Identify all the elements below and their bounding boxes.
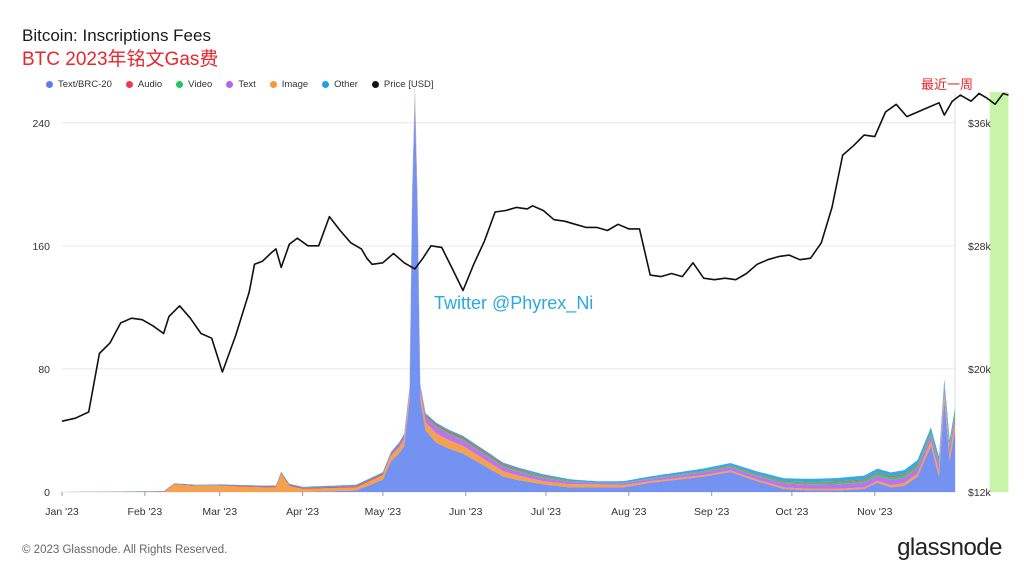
area-video <box>62 88 955 493</box>
chart-legend: Text/BRC-20 Audio Video Text Image Other… <box>46 79 434 90</box>
legend-item-text-brc20[interactable]: Text/BRC-20 <box>46 79 112 90</box>
chart-subtitle: BTC 2023年铭文Gas费 <box>22 49 219 70</box>
legend-dot-audio <box>125 81 133 88</box>
x-tick-label-7: Aug '23 <box>611 506 646 518</box>
area-audio <box>62 86 955 493</box>
x-tick-label-1: Feb '23 <box>128 506 163 518</box>
price-line <box>61 92 1009 422</box>
y-left-tick-2: 160 <box>32 241 50 253</box>
legend-dot-text <box>226 81 234 88</box>
legend-label-other: Other <box>334 79 358 90</box>
legend-item-video[interactable]: Video <box>176 79 212 90</box>
legend-item-image[interactable]: Image <box>269 79 309 90</box>
legend-label-image: Image <box>281 79 309 90</box>
area-text <box>62 89 955 492</box>
x-tick-label-3: Apr '23 <box>286 506 319 518</box>
x-tick-label-9: Oct '23 <box>775 506 808 518</box>
y-left-tick-1: 80 <box>38 364 50 376</box>
legend-dot-other <box>322 81 330 88</box>
x-tick-label-0: Jan '23 <box>45 506 79 518</box>
recent-week-annotation: 最近一周 <box>921 77 974 92</box>
chart-title: Bitcoin: Inscriptions Fees <box>22 26 211 45</box>
y-right-tick-1: $20k <box>968 364 992 376</box>
legend-label-audio: Audio <box>137 79 163 90</box>
legend-dot-price <box>371 81 379 88</box>
y-right-tick-0: $12k <box>968 487 992 499</box>
x-tick-label-6: Jul '23 <box>531 506 561 518</box>
legend-item-audio[interactable]: Audio <box>125 79 163 90</box>
legend-item-other[interactable]: Other <box>322 79 358 90</box>
y-right-tick-3: $36k <box>968 118 992 130</box>
x-tick-label-4: May '23 <box>365 506 402 518</box>
legend-item-text[interactable]: Text <box>226 79 256 90</box>
x-tick-label-10: Nov '23 <box>857 506 892 518</box>
twitter-watermark: Twitter @Phyrex_Ni <box>434 293 594 313</box>
legend-label-text: Text <box>238 79 256 90</box>
legend-item-price[interactable]: Price [USD] <box>371 79 434 90</box>
legend-dot-text-brc20 <box>46 81 53 88</box>
x-tick-label-2: Mar '23 <box>202 506 237 518</box>
legend-dot-image <box>269 81 277 88</box>
y-left-tick-0: 0 <box>44 487 50 499</box>
x-tick-label-5: Jun '23 <box>449 506 483 518</box>
area-other <box>62 85 955 492</box>
legend-label-text-brc20: Text/BRC-20 <box>58 79 112 90</box>
legend-label-video: Video <box>188 79 213 90</box>
y-right-tick-2: $28k <box>968 241 992 253</box>
footer-copyright: © 2023 Glassnode. All Rights Reserved. <box>22 544 228 556</box>
x-tick-label-8: Sep '23 <box>694 506 729 518</box>
glassnode-logo: glassnode <box>897 534 1002 561</box>
y-left-tick-3: 240 <box>32 118 50 130</box>
recent-week-highlight <box>989 92 1009 492</box>
legend-dot-video <box>176 81 184 88</box>
legend-label-price: Price [USD] <box>383 79 434 90</box>
